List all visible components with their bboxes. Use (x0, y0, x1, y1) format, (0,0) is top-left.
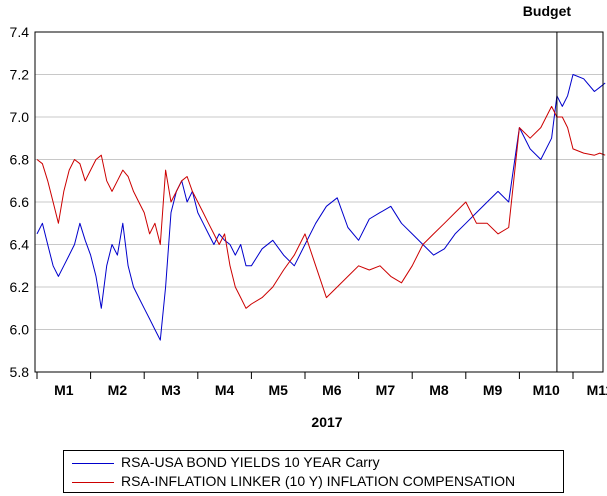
x-tick-label: M3 (161, 382, 181, 398)
y-tick-label: 7.4 (10, 24, 30, 40)
x-tick-label: M7 (376, 382, 396, 398)
series-line-1 (36, 74, 606, 341)
x-tick-label: M6 (322, 382, 342, 398)
legend-label-inflation: RSA-INFLATION LINKER (10 Y) INFLATION CO… (121, 473, 516, 489)
x-tick-label: M5 (268, 382, 288, 398)
budget-annotation: Budget (523, 3, 572, 19)
y-tick-label: 5.8 (10, 364, 30, 380)
x-tick-label: M9 (483, 382, 503, 398)
x-tick-label: M10 (533, 382, 560, 398)
y-tick-label: 7.2 (10, 67, 30, 83)
legend-item-inflation: RSA-INFLATION LINKER (10 Y) INFLATION CO… (64, 472, 563, 492)
y-axis-ticks: 5.8 6.0 6.2 6.4 6.6 6.8 7.0 7.2 7.4 (10, 24, 30, 380)
x-tick-label: M4 (215, 382, 235, 398)
plot-frame (34, 31, 604, 373)
x-axis-ticks: M1 M2 M3 M4 M5 M6 M7 M8 M9 M10 M11 (36, 372, 607, 398)
x-tick-label: M11 (587, 382, 607, 398)
y-tick-label: 7.0 (10, 109, 30, 125)
y-tick-label: 6.4 (10, 237, 30, 253)
legend-item-bond-yields: RSA-USA BOND YIELDS 10 YEAR Carry (64, 453, 563, 473)
legend-label-bond-yields: RSA-USA BOND YIELDS 10 YEAR Carry (121, 454, 380, 470)
y-tick-label: 6.8 (10, 152, 30, 168)
series-line-2 (36, 105, 606, 309)
series-lines (36, 74, 606, 341)
x-tick-label: M2 (108, 382, 128, 398)
legend-swatch-blue (72, 463, 114, 464)
y-tick-label: 6.6 (10, 194, 30, 210)
grid-lines (35, 74, 603, 330)
y-tick-label: 6.0 (10, 322, 30, 338)
line-chart: 5.8 6.0 6.2 6.4 6.6 6.8 7.0 7.2 7.4 M1 M2 M3 M4 M5 M6… (10, 3, 607, 430)
x-tick-label: M8 (429, 382, 449, 398)
y-tick-label: 6.2 (10, 279, 30, 295)
legend-swatch-red (72, 482, 114, 483)
annotation-layer: Budget (523, 3, 572, 372)
x-tick-label: M1 (54, 382, 74, 398)
x-axis-label: 2017 (311, 414, 342, 430)
legend: RSA-USA BOND YIELDS 10 YEAR Carry RSA-IN… (63, 450, 564, 493)
